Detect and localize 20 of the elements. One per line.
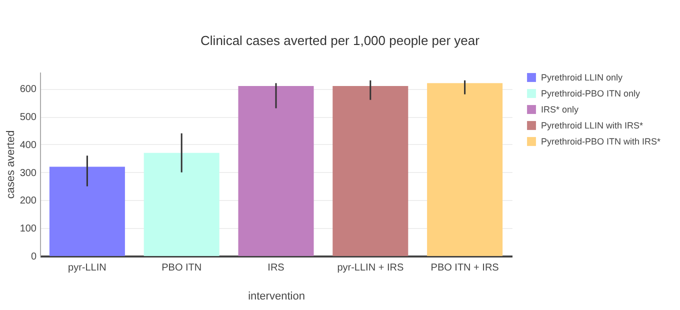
legend-label: Pyrethroid-PBO ITN with IRS*: [541, 136, 662, 146]
legend-label: IRS* only: [541, 104, 580, 114]
x-tick-label: PBO ITN: [162, 262, 202, 274]
y-tick-label: 200: [20, 196, 37, 207]
y-tick-label: 500: [20, 112, 37, 124]
legend-label: Pyrethroid LLIN only: [541, 72, 624, 82]
legend-label: Pyrethroid-PBO ITN only: [541, 88, 641, 98]
x-tick-label: PBO ITN + IRS: [430, 262, 500, 274]
y-tick-label: 400: [20, 140, 37, 151]
y-tick-label: 0: [30, 252, 37, 262]
legend-label: Pyrethroid LLIN with IRS*: [541, 120, 644, 130]
x-tick-label: IRS: [268, 262, 285, 274]
y-axis-title: cases averted: [4, 130, 17, 199]
x-tick-label: pyr-LLIN: [68, 262, 106, 274]
y-tick-label: 300: [20, 168, 37, 179]
y-tick-label: 100: [20, 224, 37, 235]
x-tick-label: pyr-LLIN + IRS: [337, 262, 404, 274]
chart-title: Clinical cases averted per 1,000 people per year: [200, 33, 480, 48]
y-tick-label: 600: [20, 84, 37, 96]
x-axis-title: intervention: [248, 290, 305, 302]
